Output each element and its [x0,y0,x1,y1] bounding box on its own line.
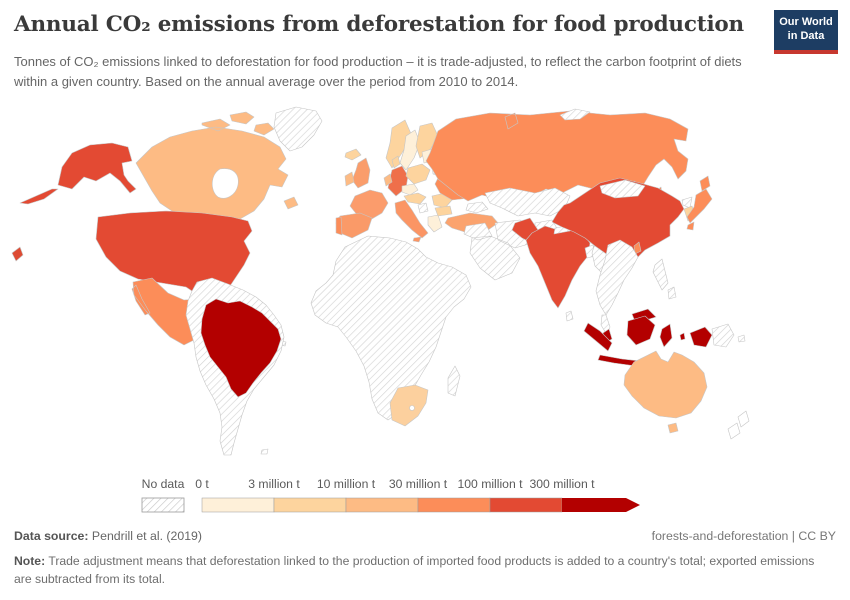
country-india[interactable] [526,226,590,308]
country-austria-hungary[interactable] [404,193,426,204]
owid-logo[interactable]: Our World in Data [774,10,838,54]
data-source-row: Data source: Pendrill et al. (2019) [14,529,836,543]
note-label: Note: [14,554,46,568]
country-sri-lanka[interactable] [566,311,573,321]
country-ireland[interactable] [345,172,354,186]
data-source-value[interactable]: Pendrill et al. (2019) [88,529,202,543]
legend-stop-label-5: 300 million t [529,477,595,491]
country-france[interactable] [350,190,388,220]
country-mongolia[interactable] [600,180,645,198]
country-papua-new-guinea[interactable] [712,324,745,347]
note-row: Note: Trade adjustment means that defore… [14,553,832,588]
data-source-label: Data source: [14,529,89,543]
page-title: Annual CO₂ emissions from deforestation … [14,12,744,37]
country-west-edge-fragment[interactable] [12,247,23,261]
owid-logo-line2: in Data [787,30,825,42]
country-czechia[interactable] [402,184,418,195]
region-caucasus[interactable] [466,202,488,213]
legend-seg-4 [489,497,563,513]
country-china[interactable] [552,178,684,266]
legend-stop-label-0: 0 t [195,477,209,491]
region-balkans[interactable] [418,203,428,213]
country-greenland[interactable] [274,107,322,151]
legend-stop-label-1: 3 million t [248,477,300,491]
country-bulgaria[interactable] [435,206,452,216]
country-iceland[interactable] [345,149,361,160]
legend-stop-label-3: 30 million t [388,477,448,491]
attribution[interactable]: forests-and-deforestation | CC BY [651,529,836,543]
country-canada[interactable] [136,112,298,223]
legend-seg-2 [345,497,419,513]
country-australia[interactable] [624,351,707,433]
country-japan[interactable] [687,176,712,230]
country-greece[interactable] [428,215,442,232]
legend-seg-5-arrow [562,498,640,512]
owid-logo-line1: Our World [779,16,833,29]
region-svalbard[interactable] [560,109,590,120]
legend-stop-label-4: 100 million t [457,477,523,491]
region-falklands[interactable] [261,449,268,454]
legend-seg-1 [273,497,347,513]
world-choropleth-map [0,105,850,473]
map-svg [0,105,850,473]
country-denmark[interactable] [392,156,400,168]
country-new-zealand[interactable] [728,411,749,439]
chart-subtitle: Tonnes of CO₂ emissions linked to defore… [14,54,742,89]
legend-seg-3 [417,497,491,513]
country-poland[interactable] [406,164,430,184]
lesotho-cutout [409,405,415,411]
country-madagascar[interactable] [448,366,460,396]
legend-no-data-label: No data [141,477,185,491]
country-italy[interactable] [395,200,428,242]
country-philippines[interactable] [653,259,676,299]
hudson-bay [212,169,238,199]
legend-stop-label-2: 10 million t [316,477,376,491]
note-text: Trade adjustment means that deforestatio… [14,554,815,586]
region-kazakhstan-central-asia[interactable] [485,188,570,216]
region-africa[interactable] [311,236,471,420]
region-indochina[interactable] [596,240,638,335]
country-benelux[interactable] [384,174,392,186]
legend-seg-0 [201,497,275,513]
country-portugal[interactable] [336,217,342,235]
legend-no-data-swatch [141,497,185,513]
country-south-africa[interactable] [390,385,428,426]
country-brazil[interactable] [201,299,281,397]
legend-color-bar[interactable] [0,496,850,518]
country-united-kingdom[interactable] [352,158,370,188]
country-sweden[interactable] [400,130,420,170]
